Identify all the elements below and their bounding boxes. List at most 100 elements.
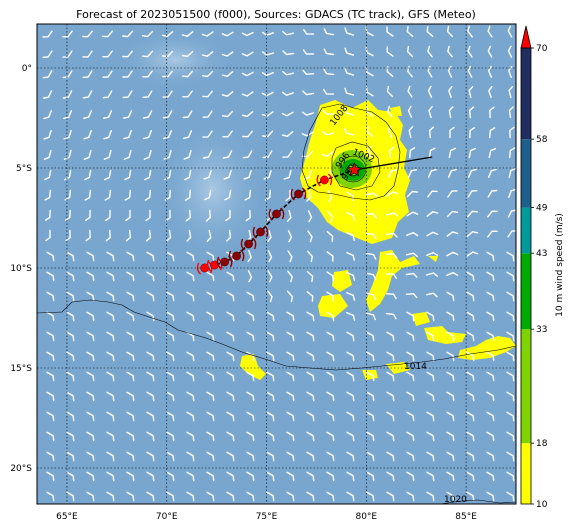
wind-barb [46, 451, 55, 462]
wind-barb [106, 271, 115, 282]
wind-barb [267, 290, 273, 303]
wind-barb [446, 291, 455, 302]
wind-barb [307, 210, 313, 223]
wind-patch [332, 270, 352, 292]
wind-barb [206, 271, 215, 282]
wind-barb [43, 110, 52, 120]
wind-barb [406, 351, 415, 362]
wind-barb [426, 471, 435, 482]
wind-barb [264, 189, 271, 201]
wind-barb [427, 45, 433, 58]
wind-barb [206, 251, 215, 262]
wind-barb [386, 331, 395, 342]
isobar-label-1014: 1014 [404, 362, 427, 372]
wind-barb [426, 451, 435, 462]
wind-barb [142, 70, 153, 78]
wind-barb [425, 292, 438, 298]
wind-barb [181, 50, 194, 58]
wind-barb [286, 391, 295, 402]
wind-barb [466, 291, 475, 302]
map-frame [36, 23, 517, 505]
wind-barb [221, 110, 234, 118]
wind-barb [346, 211, 355, 222]
wind-barb [326, 331, 335, 342]
wind-barb [508, 188, 516, 198]
wind-barb [486, 411, 495, 422]
wind-barb [406, 391, 415, 402]
wind-barb [86, 391, 95, 402]
wind-barb [406, 491, 415, 502]
wind-barb [85, 229, 91, 242]
wind-barb [407, 85, 413, 98]
wind-barb [343, 127, 355, 136]
wind-barb [322, 130, 335, 136]
wind-barb [166, 271, 175, 282]
wind-barb [426, 371, 435, 382]
wind-barb [142, 90, 153, 98]
wind-barb [166, 371, 175, 382]
wind-barb [123, 149, 132, 160]
wind-patch [412, 312, 430, 326]
wind-barb [106, 251, 115, 262]
wind-barb [302, 69, 315, 76]
wind-barb [468, 106, 475, 119]
wind-barb [206, 491, 215, 502]
wind-barb [326, 291, 335, 302]
wind-barb [241, 31, 254, 37]
wind-barb [86, 471, 95, 482]
colorbar-segment [521, 253, 531, 330]
wind-barb [306, 371, 315, 382]
wind-barb [344, 107, 355, 116]
wind-barb [509, 147, 516, 159]
wind-barb [486, 271, 495, 282]
wind-barb [306, 391, 315, 402]
wind-barb [86, 371, 95, 382]
wind-barb [346, 351, 355, 362]
wind-barb [161, 31, 174, 38]
wind-barb [365, 312, 376, 321]
wind-barb [466, 251, 479, 257]
track-point [268, 207, 285, 221]
wind-barb [104, 169, 112, 181]
wind-barb [261, 71, 274, 77]
wind-barb [222, 130, 233, 138]
wind-barb [146, 251, 155, 262]
wind-barb [63, 130, 72, 140]
wind-barb [344, 47, 354, 56]
wind-barb [466, 371, 475, 382]
wind-barb [86, 311, 95, 322]
cyclone-symbol [252, 225, 269, 239]
map-title: Forecast of 2023051500 (f000), Sources: … [76, 8, 476, 21]
wind-barb [106, 331, 115, 342]
wind-barb [206, 371, 215, 382]
lat-tick-label: 15°S [10, 364, 32, 374]
wind-barb [386, 431, 395, 442]
wind-barb [166, 471, 175, 482]
wind-barb [146, 311, 155, 322]
wind-barb [86, 271, 95, 282]
wind-barb [326, 371, 335, 382]
wind-barb [466, 431, 475, 442]
colorbar-tick-label: 49 [536, 204, 548, 214]
wind-barb [367, 145, 373, 158]
wind-barb [468, 147, 476, 159]
track-point-marker [320, 175, 329, 185]
wind-barb [406, 411, 415, 422]
wind-barb [509, 126, 515, 139]
wind-barb [366, 331, 375, 342]
wind-barb [226, 331, 235, 342]
wind-barb [66, 431, 75, 442]
colorbar-segment [521, 48, 531, 140]
colorbar-tick-label: 43 [536, 249, 547, 259]
wind-barb [62, 30, 73, 38]
wind-barb [64, 169, 72, 181]
wind-barb [469, 127, 475, 139]
wind-barb [266, 471, 275, 482]
wind-barb [102, 70, 113, 78]
wind-barb [106, 471, 115, 482]
wind-barb [46, 371, 55, 382]
wind-barb [226, 311, 235, 322]
wind-barb [146, 451, 155, 462]
wind-barb [287, 270, 293, 283]
